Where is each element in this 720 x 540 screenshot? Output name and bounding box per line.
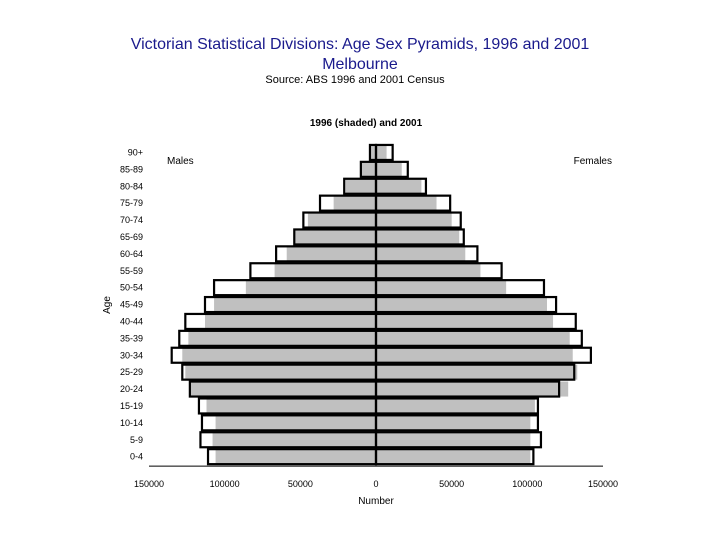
bar-1996-female-90+ (376, 144, 387, 160)
slide-title: Victorian Statistical Divisions: Age Sex… (130, 36, 590, 53)
y-tick-label: 45-49 (120, 300, 143, 310)
y-tick-label: 0-4 (130, 452, 143, 462)
bar-1996-female-25-29 (376, 364, 578, 380)
bar-1996-female-55-59 (376, 263, 481, 279)
bar-1996-male-40-44 (204, 313, 376, 329)
bar-1996-male-70-74 (307, 212, 376, 228)
bar-1996-female-45-49 (376, 297, 548, 313)
x-tick-label: 150000 (588, 479, 618, 489)
females-label: Females (574, 156, 612, 167)
y-tick-label: 35-39 (120, 333, 143, 343)
bar-1996-male-75-79 (333, 195, 376, 211)
bar-1996-female-70-74 (376, 212, 452, 228)
y-tick-label: 60-64 (120, 249, 143, 259)
bar-1996-female-30-34 (376, 347, 573, 363)
y-tick-label: 25-29 (120, 367, 143, 377)
bar-1996-female-75-79 (376, 195, 437, 211)
y-tick-label: 40-44 (120, 316, 143, 326)
bar-1996-female-20-24 (376, 381, 569, 397)
bar-1996-male-10-14 (215, 415, 376, 431)
y-tick-label: 55-59 (120, 266, 143, 276)
bar-1996-male-60-64 (286, 246, 376, 262)
bar-1996-female-85-89 (376, 161, 402, 177)
bar-1996-male-15-19 (206, 398, 376, 414)
bar-1996-male-0-4 (215, 449, 376, 465)
bar-1996-female-0-4 (376, 449, 531, 465)
bar-1996-female-50-54 (376, 280, 507, 296)
y-tick-label: 65-69 (120, 232, 143, 242)
bar-1996-male-45-49 (214, 297, 376, 313)
chart-title: 1996 (shaded) and 2001 (310, 118, 423, 129)
y-tick-label: 85-89 (120, 164, 143, 174)
x-tick-label: 50000 (288, 479, 313, 489)
y-tick-label: 15-19 (120, 401, 143, 411)
y-tick-label: 5-9 (130, 435, 143, 445)
bar-1996-female-80-84 (376, 178, 422, 194)
bar-1996-male-5-9 (212, 432, 376, 448)
bar-1996-female-40-44 (376, 313, 554, 329)
x-tick-labels: 150000 100000 50000 0 50000 100000 150000 (134, 479, 618, 489)
bar-1996-male-65-69 (294, 229, 376, 245)
bar-1996-female-35-39 (376, 330, 570, 346)
x-tick-label: 0 (373, 479, 378, 489)
bar-1996-male-85-89 (360, 161, 376, 177)
bar-1996-male-90+ (369, 144, 376, 160)
bar-1996-female-60-64 (376, 246, 466, 262)
bar-1996-male-80-84 (345, 178, 376, 194)
y-tick-label: 30-34 (120, 350, 143, 360)
source-note: Source: ABS 1996 and 2001 Census (265, 74, 445, 86)
y-tick-label: 20-24 (120, 384, 143, 394)
y-tick-label: 50-54 (120, 283, 143, 293)
slide-subtitle: Melbourne (322, 56, 398, 73)
y-tick-label: 70-74 (120, 215, 143, 225)
y-axis-label: Age (102, 296, 113, 314)
bar-1996-female-10-14 (376, 415, 531, 431)
males-label: Males (167, 156, 194, 167)
bar-1996-female-15-19 (376, 398, 535, 414)
bar-1996-male-25-29 (185, 364, 376, 380)
bar-1996-male-50-54 (245, 280, 376, 296)
x-tick-label: 50000 (439, 479, 464, 489)
x-axis-label: Number (358, 496, 394, 507)
bar-1996-male-20-24 (189, 381, 376, 397)
x-tick-label: 100000 (512, 479, 542, 489)
bar-1996-male-55-59 (274, 263, 376, 279)
y-tick-label: 75-79 (120, 198, 143, 208)
x-tick-label: 100000 (210, 479, 240, 489)
y-tick-label: 80-84 (120, 181, 143, 191)
x-tick-label: 150000 (134, 479, 164, 489)
axes (149, 144, 603, 467)
y-tick-labels: 0-4 5-9 10-14 15-19 20-24 25-29 30-34 35-39 40-4… (120, 147, 143, 461)
series-1996 (182, 144, 578, 465)
y-tick-label: 10-14 (120, 418, 143, 428)
bar-1996-female-65-69 (376, 229, 460, 245)
bar-1996-male-30-34 (182, 347, 376, 363)
bar-1996-female-5-9 (376, 432, 531, 448)
bar-1996-male-35-39 (188, 330, 376, 346)
y-tick-label: 90+ (128, 147, 143, 157)
